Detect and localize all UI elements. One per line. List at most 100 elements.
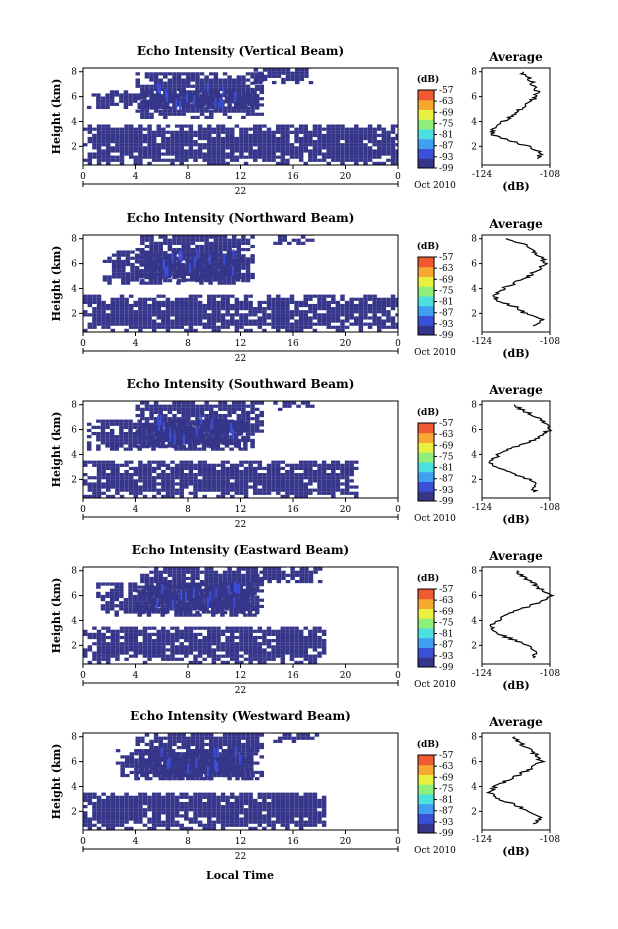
echo-cell [252, 136, 258, 141]
echo-cell [184, 124, 189, 128]
echo-cell [158, 94, 163, 98]
echo-cell [340, 473, 345, 477]
echo-cell [147, 473, 152, 477]
echo-cell [157, 278, 163, 282]
echo-cell [128, 303, 134, 308]
echo-cell [116, 256, 121, 260]
echo-cell [289, 488, 295, 492]
echo-cell [245, 100, 251, 104]
echo-cell [248, 654, 253, 658]
echo-cell [271, 654, 276, 658]
echo-cell [142, 651, 148, 655]
echo-cell [160, 604, 165, 608]
echo-cell [390, 325, 396, 329]
echo-cell [225, 310, 230, 314]
echo-cell [151, 648, 157, 652]
echo-cell [133, 319, 139, 323]
echo-cell [181, 420, 186, 424]
echo-cell [227, 244, 232, 249]
echo-cell [149, 78, 154, 82]
echo-cell [280, 639, 286, 643]
echo-cell [317, 651, 322, 655]
echo-cell [340, 307, 345, 311]
echo-cell [119, 140, 125, 144]
echo-cell [83, 328, 88, 332]
echo-cell [236, 241, 242, 245]
echo-cell [257, 635, 263, 640]
echo-cell [101, 124, 106, 128]
echo-cell [195, 235, 200, 239]
echo-cell [179, 130, 184, 134]
echo-cell [243, 441, 248, 445]
echo-cell [377, 310, 382, 314]
echo-cell [172, 251, 177, 255]
echo-cell [96, 300, 102, 305]
echo-cell [308, 133, 313, 138]
echo-cell [372, 161, 377, 165]
echo-cell [209, 244, 214, 249]
echo-cell [161, 127, 166, 131]
echo-cell [275, 319, 281, 323]
echo-cell [105, 431, 110, 436]
echo-cell [184, 635, 189, 640]
echo-cell [202, 482, 207, 486]
echo-cell [204, 247, 209, 252]
echo-cell [234, 476, 240, 480]
echo-cell [176, 429, 182, 433]
echo-cell [125, 259, 131, 263]
echo-cell [340, 313, 345, 317]
echo-cell [179, 297, 184, 301]
echo-cell [354, 485, 359, 489]
echo-cell [140, 432, 145, 436]
echo-cell [372, 155, 377, 159]
echo-cell [275, 629, 281, 633]
echo-cell [133, 136, 139, 141]
echo-cell [234, 626, 240, 630]
echo-cell [186, 257, 191, 261]
echo-cell [124, 313, 129, 317]
echo-cell [238, 610, 244, 614]
echo-cell [190, 94, 196, 98]
echo-cell [188, 328, 194, 332]
echo-cell [395, 303, 398, 308]
echo-cell [243, 313, 249, 317]
echo-cell [165, 494, 171, 498]
echo-cell [321, 319, 327, 323]
echo-cell [140, 112, 145, 116]
echo-cell [331, 482, 336, 486]
echo-cell [372, 133, 377, 138]
echo-cell [218, 109, 223, 113]
echo-region [83, 626, 327, 664]
echo-cell [165, 300, 171, 305]
echo-streak [206, 82, 209, 93]
echo-cell [358, 322, 364, 326]
echo-cell [161, 632, 166, 637]
echo-cell [114, 604, 119, 608]
echo-cell [149, 251, 154, 255]
echo-cell [163, 251, 168, 255]
echo-cell [114, 588, 119, 592]
echo-cell [123, 431, 129, 436]
date-label: Oct 2010 [414, 514, 456, 524]
echo-cell [207, 463, 212, 467]
echo-cell [299, 77, 305, 82]
echo-cell [216, 629, 221, 633]
echo-cell [133, 629, 139, 633]
echo-cell [321, 316, 327, 320]
echo-cell [222, 90, 228, 95]
echo-cell [216, 328, 221, 332]
echo-cell [294, 136, 299, 141]
echo-cell [124, 645, 129, 649]
panel-3: Echo Intensity (Eastward Beam)2468Height… [50, 543, 560, 696]
echo-cell [285, 325, 290, 329]
y-tick-label: 6 [71, 93, 77, 103]
echo-cell [167, 441, 173, 446]
echo-cell [128, 102, 133, 106]
echo-cell [280, 152, 286, 156]
echo-cell [119, 463, 125, 467]
average-y-tick-label: 4 [471, 117, 477, 127]
echo-cell [296, 238, 301, 242]
echo-cell [340, 294, 345, 298]
echo-cell [86, 105, 92, 110]
echo-cell [153, 103, 159, 107]
